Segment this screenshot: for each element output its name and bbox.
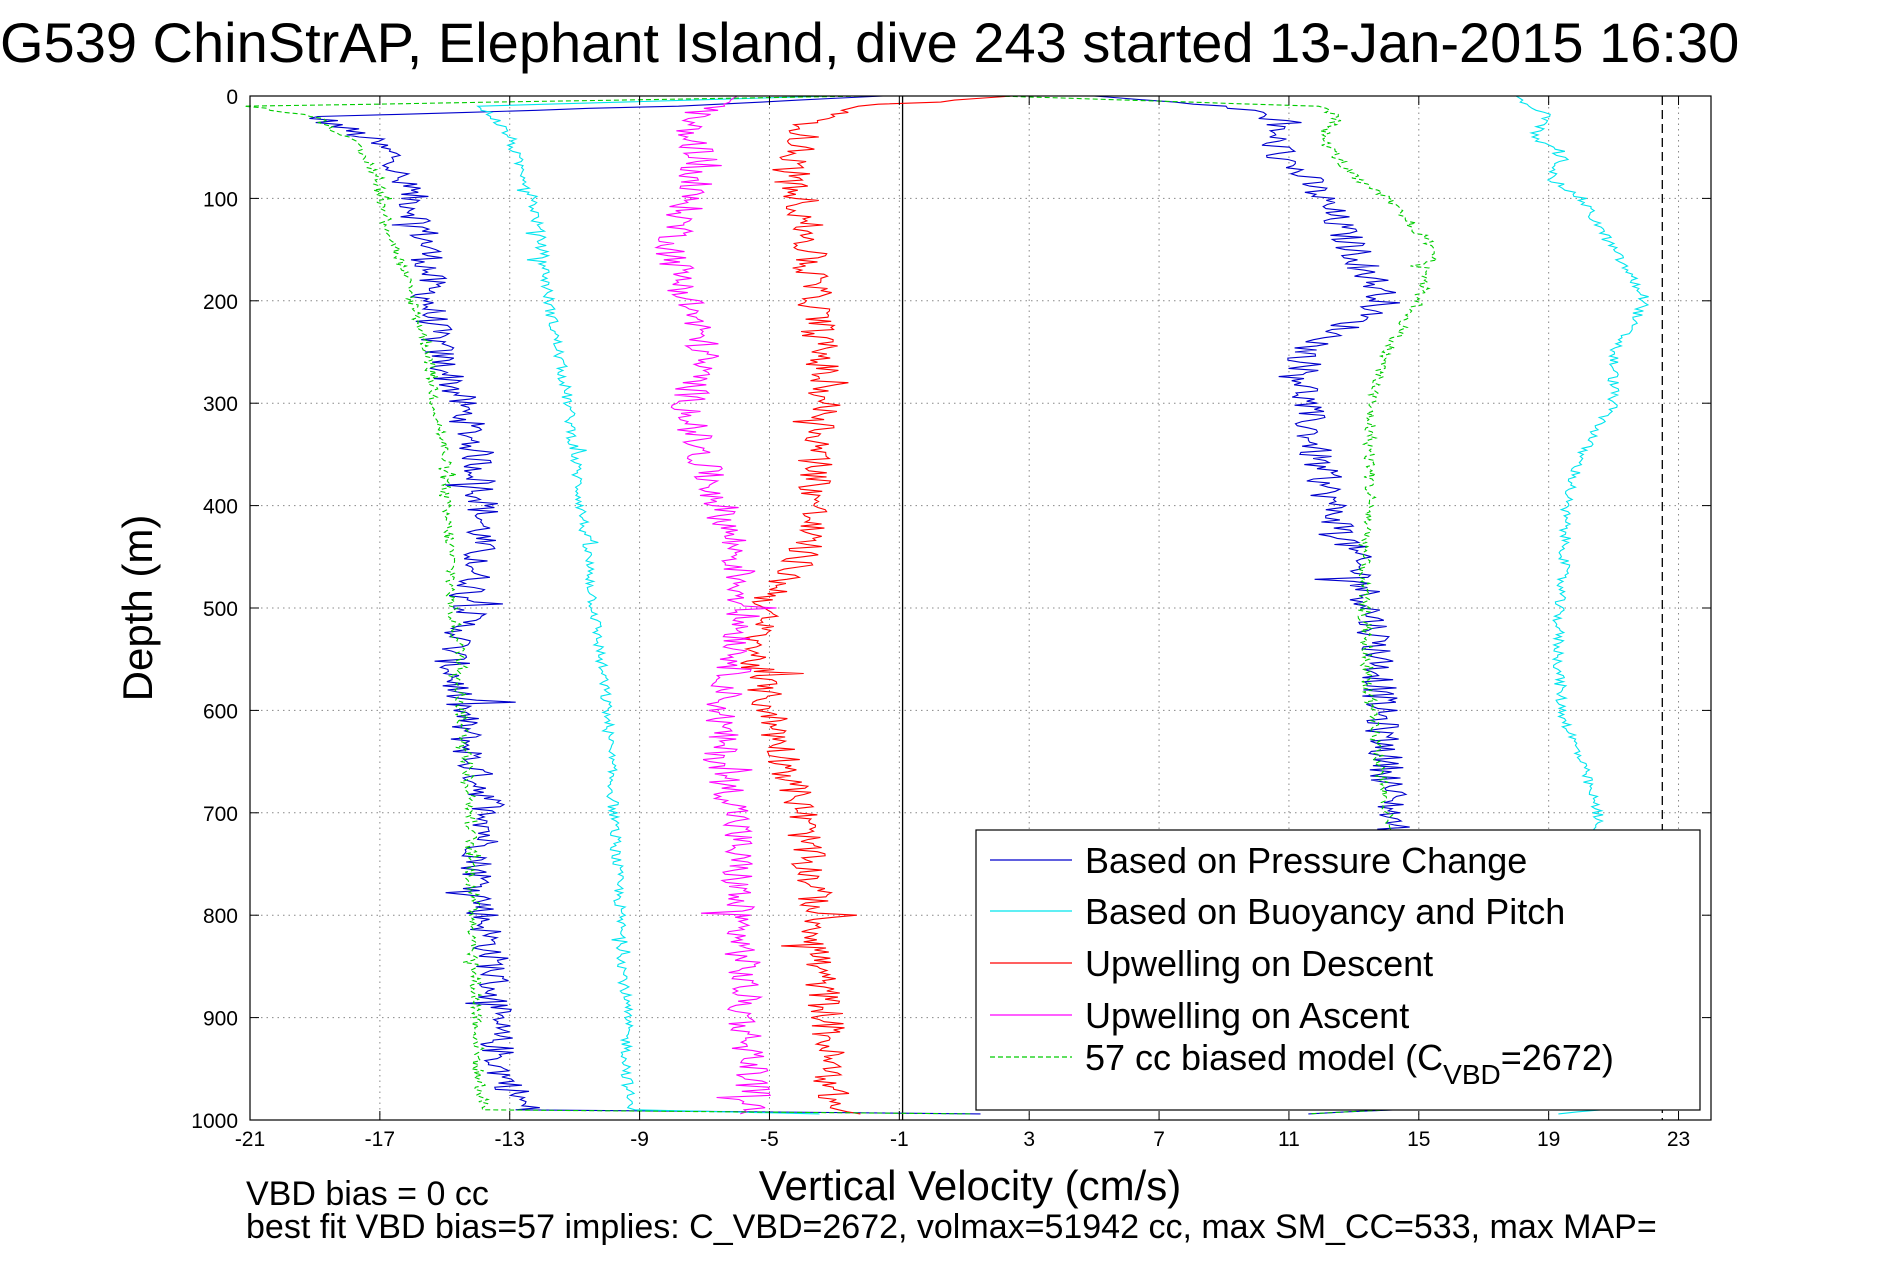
footer-vbd-bias: VBD bias = 0 cc <box>246 1175 489 1213</box>
legend-label-suffix: =2672) <box>1501 1037 1614 1078</box>
series-line-descent <box>244 95 973 1115</box>
series-line-descent <box>476 95 835 1115</box>
series-line <box>654 95 777 1115</box>
y-tick-label: 600 <box>203 700 238 723</box>
legend-label: Upwelling on Descent <box>1085 943 1433 984</box>
chart-title: G539 ChinStrAP, Elephant Island, dive 24… <box>0 11 1739 74</box>
y-tick-label: 100 <box>203 188 238 211</box>
legend-label-text: 57 cc biased model (C <box>1085 1037 1443 1078</box>
series-4 <box>654 95 777 1115</box>
y-axis-ticks: 0 100 200 300 400 500 600 700 800 900 1000 <box>191 86 1711 1133</box>
x-tick-label: 19 <box>1537 1128 1560 1151</box>
legend-label-text: Based on Buoyancy and Pitch <box>1085 891 1565 932</box>
y-tick-label: 0 <box>226 86 238 109</box>
x-tick-label: -21 <box>235 1128 265 1151</box>
x-tick-label: -5 <box>760 1128 779 1151</box>
legend: Based on Pressure Change Based on Buoyanc… <box>975 829 1701 1111</box>
x-tick-label: -17 <box>365 1128 395 1151</box>
series-line-descent <box>309 95 981 1115</box>
footer-best-fit: best fit VBD bias=57 implies: C_VBD=2672… <box>246 1208 1657 1246</box>
x-tick-label: -1 <box>890 1128 909 1151</box>
legend-label: Based on Buoyancy and Pitch <box>1085 891 1565 932</box>
y-tick-label: 900 <box>203 1008 238 1031</box>
legend-label: Based on Pressure Change <box>1085 840 1527 881</box>
y-tick-label: 200 <box>203 291 238 314</box>
y-tick-label: 1000 <box>191 1110 238 1133</box>
x-tick-label: 15 <box>1407 1128 1430 1151</box>
y-tick-label: 800 <box>203 905 238 928</box>
y-tick-label: 400 <box>203 496 238 519</box>
series-3 <box>740 95 1014 1115</box>
y-tick-label: 500 <box>203 598 238 621</box>
y-tick-label: 300 <box>203 393 238 416</box>
y-tick-label: 700 <box>203 803 238 826</box>
x-tick-label: 11 <box>1278 1128 1300 1151</box>
series-line <box>740 95 1014 1115</box>
x-tick-label: 23 <box>1667 1128 1690 1151</box>
legend-label: Upwelling on Ascent <box>1085 995 1409 1036</box>
x-tick-label: -9 <box>630 1128 649 1151</box>
legend-label-text: Upwelling on Ascent <box>1085 995 1409 1036</box>
legend-label: 57 cc biased model (CVBD=2672) <box>1085 1037 1614 1090</box>
x-tick-label: 3 <box>1023 1128 1035 1151</box>
y-axis-label: Depth (m) <box>114 515 161 702</box>
legend-label-text: Upwelling on Descent <box>1085 943 1433 984</box>
x-tick-label: 7 <box>1153 1128 1165 1151</box>
legend-label-subscript: VBD <box>1443 1059 1501 1090</box>
reference-lines <box>901 96 1663 1120</box>
x-axis-label: Vertical Velocity (cm/s) <box>759 1162 1181 1209</box>
x-tick-label: -13 <box>495 1128 525 1151</box>
x-axis-ticks: -21 -17 -13 -9 -5 -1 3 7 11 15 19 23 <box>235 96 1690 1151</box>
legend-label-text: Based on Pressure Change <box>1085 840 1527 881</box>
legend-box <box>975 829 1701 1111</box>
